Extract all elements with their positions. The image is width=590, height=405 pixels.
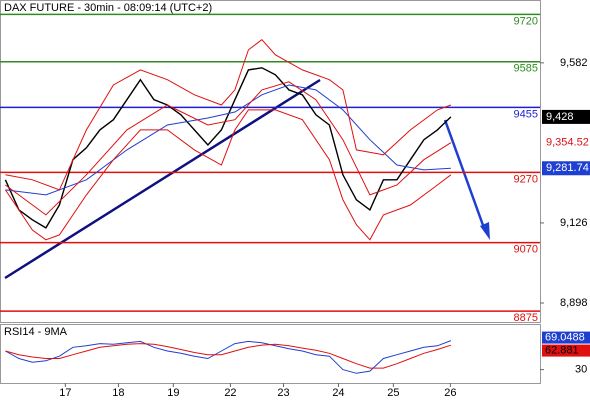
x-tick-label: 17: [59, 387, 71, 399]
x-tick-label: 19: [167, 387, 179, 399]
arrow: [443, 119, 486, 229]
rsi-panel: [0, 324, 541, 384]
x-tick-label: 25: [387, 387, 399, 399]
series-line: [5, 81, 452, 216]
price-marker-label: 9,281.74: [546, 162, 589, 174]
rsi-tick-label: 30: [575, 364, 587, 376]
y-tick-label: 9,126: [560, 217, 588, 229]
price-marker: [542, 109, 590, 124]
level-label: 9070: [514, 244, 538, 256]
rsi-marker: [542, 331, 590, 344]
series-line: [4, 67, 452, 229]
y-tick-label: 9,582: [560, 57, 588, 69]
level-label: 9270: [514, 173, 538, 185]
x-tick-label: 18: [112, 387, 124, 399]
x-tick-label: 23: [277, 387, 289, 399]
series-line: [4, 109, 452, 241]
level-label: 9720: [514, 15, 538, 27]
price-marker: [542, 161, 590, 176]
rsi-line: [5, 340, 452, 374]
trend-line: [4, 78, 321, 280]
x-tick-label: 24: [332, 387, 344, 399]
price-panel: [0, 0, 541, 323]
level-label: 9585: [514, 63, 538, 75]
rsi-marker-label: 69.0488: [545, 331, 585, 343]
rsi-line: [5, 343, 452, 369]
y-tick-label: 8,898: [560, 297, 588, 309]
series-line: [5, 84, 451, 196]
price-marker-label: 9,428: [546, 111, 574, 123]
series-line: [5, 39, 452, 191]
rsi-marker: [542, 344, 590, 357]
x-tick-label: 22: [224, 387, 236, 399]
x-tick-label: 26: [444, 387, 456, 399]
price-marker-label: 9,354.52: [546, 137, 589, 149]
rsi-title: RSI14 - 9MA: [4, 326, 68, 338]
price-marker: [542, 135, 590, 150]
chart-title: DAX FUTURE - 30min - 08:09:14 (UTC+2): [4, 2, 212, 14]
level-label: 9455: [514, 108, 538, 120]
level-label: 8875: [514, 312, 538, 324]
rsi-marker-label: 62.881: [545, 344, 579, 356]
arrow-head: [480, 222, 490, 240]
